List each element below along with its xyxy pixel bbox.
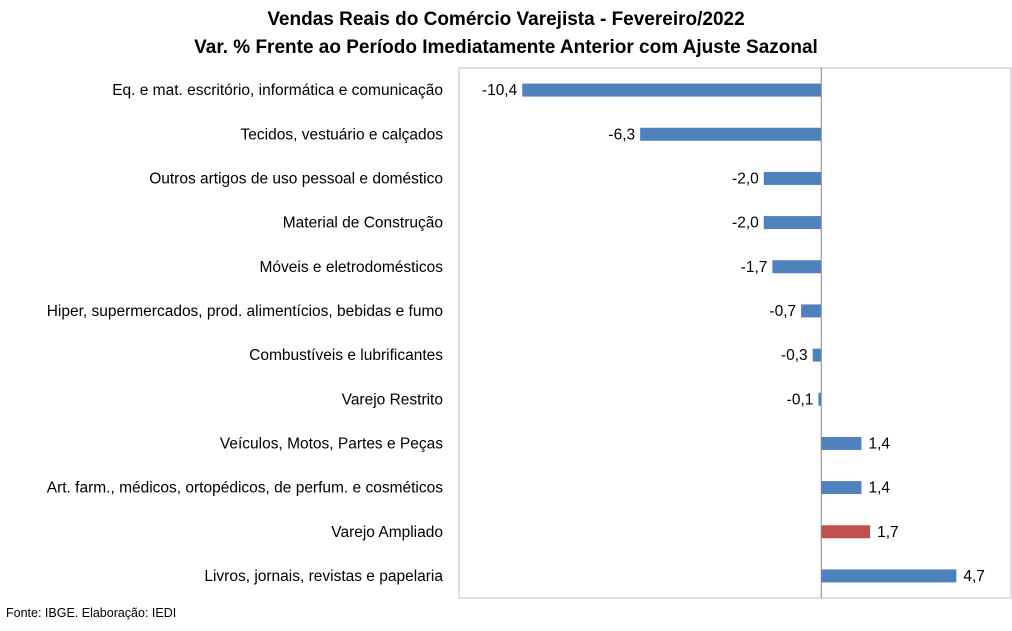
bar <box>640 127 822 141</box>
category-label: Varejo Restrito <box>342 391 443 408</box>
bar <box>821 436 862 450</box>
category-label: Outros artigos de uso pessoal e doméstic… <box>149 170 443 187</box>
bar <box>821 569 957 583</box>
source-note: Fonte: IBGE. Elaboração: IEDI <box>6 606 177 620</box>
chart-subtitle: Var. % Frente ao Período Imediatamente A… <box>194 37 818 58</box>
chart-title-main: Vendas Reais do Comércio Varejista - Fev… <box>267 9 745 30</box>
value-label: 1,7 <box>877 524 899 541</box>
bar <box>772 260 822 274</box>
value-label: -10,4 <box>482 82 518 99</box>
value-label: -1,7 <box>741 259 768 276</box>
category-label: Livros, jornais, revistas e papelaria <box>204 568 443 585</box>
chart-title: Vendas Reais do Comércio Varejista - Fev… <box>0 6 1012 62</box>
bar <box>812 348 822 362</box>
category-label: Móveis e eletrodomésticos <box>260 259 444 276</box>
category-label: Eq. e mat. escritório, informática e com… <box>112 82 443 99</box>
category-label: Art. farm., médicos, ortopédicos, de per… <box>47 480 444 497</box>
bar <box>801 304 822 318</box>
value-label: 4,7 <box>963 568 985 585</box>
value-label: -6,3 <box>608 126 635 143</box>
bar <box>763 216 822 230</box>
category-label: Varejo Ampliado <box>331 524 443 541</box>
bar <box>821 525 871 539</box>
value-label: -0,7 <box>769 303 796 320</box>
bar <box>522 83 822 97</box>
category-label: Combustíveis e lubrificantes <box>249 347 443 364</box>
bar <box>763 171 822 185</box>
bar <box>821 481 862 495</box>
value-label: -2,0 <box>732 215 759 232</box>
value-label: -0,3 <box>781 347 808 364</box>
category-label: Tecidos, vestuário e calçados <box>241 126 444 143</box>
value-label: -2,0 <box>732 170 759 187</box>
value-label: -0,1 <box>787 391 814 408</box>
value-label: 1,4 <box>869 435 891 452</box>
category-label: Material de Construção <box>283 215 443 232</box>
category-label: Veículos, Motos, Partes e Peças <box>220 435 443 452</box>
plot-area <box>458 67 1012 599</box>
category-label: Hiper, supermercados, prod. alimentícios… <box>47 303 443 320</box>
value-label: 1,4 <box>869 480 891 497</box>
bar <box>818 392 822 406</box>
